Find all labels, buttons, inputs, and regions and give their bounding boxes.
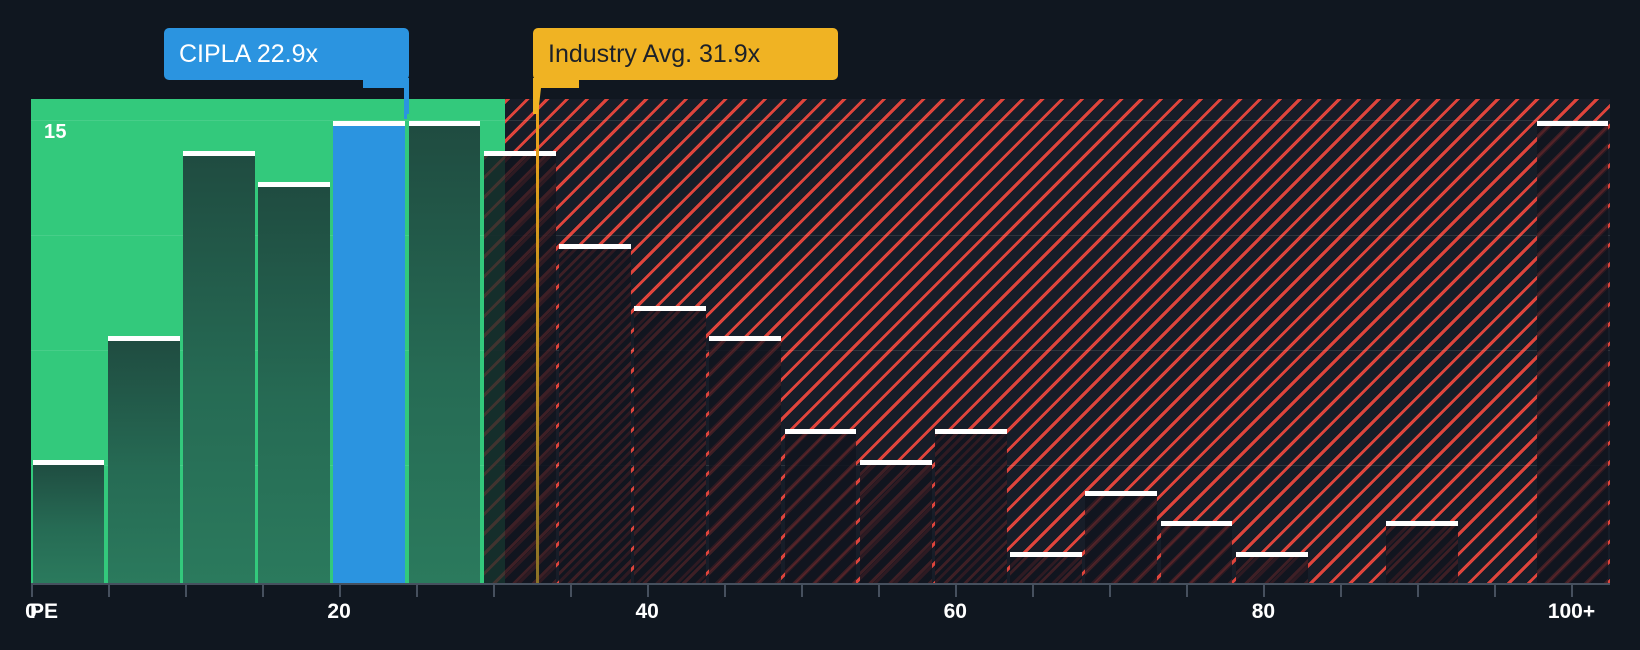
x-axis-tick-label: 80 — [1251, 600, 1276, 623]
bar-hatch-pattern — [1160, 521, 1233, 583]
plot-area: 15 No. of Companies — [31, 99, 1610, 583]
bar-hatch-pattern — [859, 459, 932, 583]
bar[interactable] — [32, 459, 105, 583]
bar[interactable] — [1160, 521, 1233, 583]
x-axis-tick — [1340, 585, 1343, 597]
bar-cap — [183, 151, 255, 157]
company-callout-tail — [363, 78, 409, 114]
bar-hatch-pattern — [784, 428, 857, 583]
bar-hatch-pattern — [1085, 490, 1158, 583]
bar[interactable] — [183, 151, 255, 583]
bar-cap — [634, 305, 706, 311]
bar[interactable] — [1085, 490, 1158, 583]
bar[interactable] — [1235, 552, 1308, 583]
company-callout-label: CIPLA 22.9x — [179, 39, 318, 68]
bar-hatch-pattern — [1386, 521, 1458, 583]
bar-cap — [1235, 552, 1308, 558]
x-axis-tick — [1417, 585, 1420, 597]
bar-hatch-pattern — [634, 305, 706, 583]
x-axis-tick — [108, 585, 111, 597]
bar-hatch-pattern — [709, 336, 782, 583]
bar-cap — [859, 459, 932, 465]
x-axis-tick-label: 60 — [943, 600, 967, 623]
bar-cap — [1536, 120, 1609, 126]
x-axis-line — [31, 583, 1610, 585]
x-axis-tick — [1186, 585, 1189, 597]
bar[interactable] — [709, 336, 782, 583]
bar-cap — [107, 336, 180, 342]
bar[interactable] — [408, 120, 481, 583]
bar-cap — [1010, 552, 1082, 558]
bar-company-highlight[interactable] — [333, 120, 406, 583]
x-axis-tick — [1032, 585, 1035, 597]
bar[interactable] — [859, 459, 932, 583]
bar[interactable] — [1536, 120, 1609, 583]
bar[interactable] — [1010, 552, 1082, 583]
x-axis-tick-label: 40 — [635, 600, 659, 623]
bar-cap — [408, 120, 481, 126]
company-callout[interactable]: CIPLA 22.9x — [164, 28, 409, 80]
bar-hatch-pattern — [1010, 552, 1082, 583]
bar[interactable] — [559, 243, 631, 583]
bar[interactable] — [483, 151, 556, 583]
bar[interactable] — [634, 305, 706, 583]
industry-callout-label: Industry Avg. 31.9x — [548, 39, 761, 68]
gridline-15 — [31, 120, 1610, 121]
bar-cap — [1160, 521, 1233, 527]
bar-cap — [333, 120, 406, 126]
x-axis-tick — [647, 585, 650, 597]
bar-cap — [1085, 490, 1158, 496]
x-axis-tick — [185, 585, 188, 597]
x-axis-tick — [31, 585, 33, 597]
x-axis-tick — [1571, 585, 1574, 597]
x-axis-tick — [1494, 585, 1497, 597]
x-axis-tick-label: 100+ — [1547, 600, 1596, 623]
bar[interactable] — [258, 182, 331, 583]
x-axis-tick — [801, 585, 804, 597]
bar-hatch-pattern — [559, 243, 631, 583]
x-axis-tick — [493, 585, 496, 597]
x-axis-tick — [878, 585, 881, 597]
bar-cap — [784, 428, 857, 434]
bar-cap — [483, 151, 556, 157]
bar-hatch-pattern — [483, 151, 556, 583]
bar-cap — [1386, 521, 1458, 527]
bar-cap — [934, 428, 1007, 434]
bar-hatch-pattern — [1235, 552, 1308, 583]
bar-hatch-pattern — [934, 428, 1007, 583]
bar-cap — [709, 336, 782, 342]
bar-cap — [32, 459, 105, 465]
bar[interactable] — [1386, 521, 1458, 583]
x-axis-title: PE — [30, 600, 59, 623]
x-axis-tick — [955, 585, 958, 597]
x-axis-tick — [724, 585, 727, 597]
bar[interactable] — [934, 428, 1007, 583]
bar[interactable] — [784, 428, 857, 583]
industry-average-leader-line — [536, 79, 539, 583]
x-axis-tick — [1109, 585, 1112, 597]
x-axis-tick — [339, 585, 342, 597]
bar[interactable] — [107, 336, 180, 583]
x-axis-tick-label: 0 — [25, 600, 37, 623]
x-axis-tick-label: 20 — [327, 600, 351, 623]
gridline-10 — [31, 235, 1610, 236]
industry-callout-tail — [533, 78, 579, 114]
bar-cap — [559, 243, 631, 249]
x-axis-tick — [262, 585, 265, 597]
x-axis-tick — [570, 585, 573, 597]
x-axis-tick — [416, 585, 419, 597]
gridline-5 — [31, 350, 1610, 351]
y-axis-title: No. of Companies — [31, 401, 55, 583]
x-axis-tick — [1263, 585, 1266, 597]
bar-cap — [258, 182, 331, 188]
bar-hatch-pattern — [1536, 120, 1609, 583]
industry-average-callout[interactable]: Industry Avg. 31.9x — [533, 28, 838, 80]
y-axis-max-label: 15 — [44, 121, 67, 143]
